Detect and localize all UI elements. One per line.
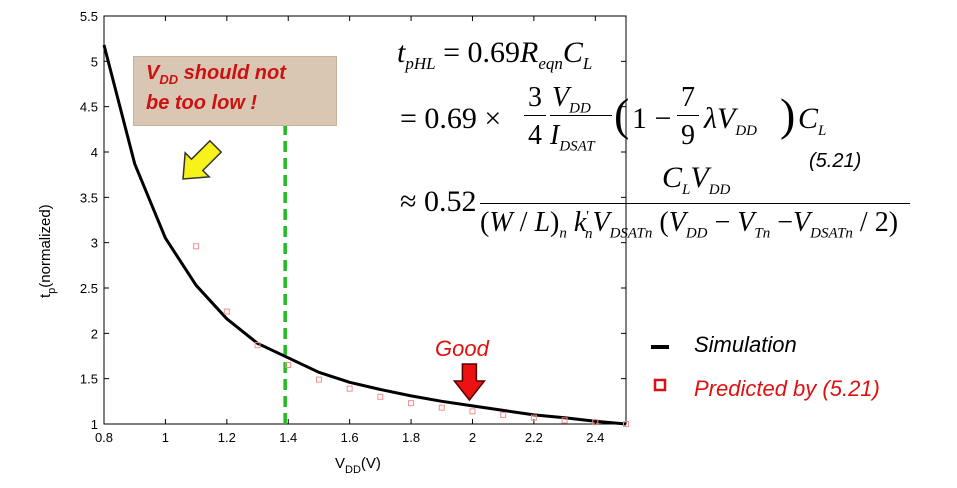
x-tick-label: 2 [469,430,476,445]
legend-marker-predicted [653,378,667,392]
y-tick-label: 5 [91,54,98,69]
equation-number: (5.21) [809,150,862,172]
low-vdd-note-line2: be too low ! [146,92,258,114]
plot-frame [103,15,627,425]
simulation-series-line [102,44,627,426]
predicted-point [530,414,537,421]
predicted-point [561,417,568,424]
predicted-point [438,404,445,411]
y-tick-label: 3 [91,236,98,251]
low-vdd-note-box [133,56,337,126]
arrows [182,139,486,402]
y-tick-label: 2 [91,326,98,341]
predicted-point [223,308,230,315]
x-tick-label: 1.6 [341,430,359,445]
x-tick-label: 0.8 [95,430,113,445]
predicted-point [408,400,415,407]
y-tick-label: 2.5 [80,281,98,296]
predicted-point [285,362,292,369]
x-tick-label: 2.4 [586,430,604,445]
x-axis-label: VDD(V) [335,455,381,476]
y-tick-label: 4 [91,145,98,160]
y-axis-label: tp(normalized) [37,204,58,298]
good-label: Good [435,336,489,361]
x-tick-label: 1 [162,430,169,445]
predicted-point [377,393,384,400]
legend-label-predicted: Predicted by (5.21) [694,376,880,401]
predicted-point [469,408,476,415]
predicted-point [254,342,261,349]
x-tick-label: 2.2 [525,430,543,445]
predicted-point [592,419,599,426]
y-tick-label: 5.5 [80,9,98,24]
y-tick-label: 4.5 [80,100,98,115]
low-vdd-note-line1: VDD should not [146,62,286,87]
x-tick-label: 1.4 [279,430,297,445]
y-tick-label: 1 [91,417,98,432]
predicted-point [346,385,353,392]
yellow-arrow-icon [182,139,223,180]
legend-label-simulation: Simulation [694,332,797,357]
x-tick-label: 1.8 [402,430,420,445]
legend [651,345,669,392]
red-arrow-icon [452,363,486,402]
x-tick-label: 1.2 [218,430,236,445]
y-tick-label: 3.5 [80,190,98,205]
yellow-arrow-shape [182,139,223,180]
axes [103,15,627,425]
predicted-point [315,376,322,383]
predicted-point [193,243,200,250]
axis-labels: VDD(V) tp(normalized) [37,204,381,476]
chart-marks [102,44,629,427]
y-tick-label: 1.5 [80,372,98,387]
predicted-point [623,421,629,427]
ticks: 0.8 1 1.2 1.4 1.6 1.8 2 2.2 2.411.522.533.544.55… [80,9,626,445]
predicted-point [500,411,507,418]
formula-line1: tpHL = 0.69ReqnCL [397,36,593,73]
